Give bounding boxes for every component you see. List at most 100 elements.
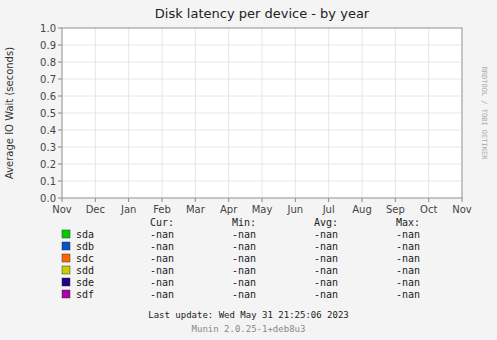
y-tick-label: 0.7 (40, 74, 56, 85)
legend-label: sdc (76, 253, 94, 264)
tick-mark (58, 62, 62, 63)
grid-line (128, 28, 129, 198)
grid (62, 28, 462, 198)
side-text: RRDTOOL / TOBI OETIKER (480, 67, 488, 161)
x-tick-label: May (252, 204, 273, 215)
y-tick-label: 0.9 (40, 40, 56, 51)
legend-value: -nan (232, 289, 256, 300)
legend-label: sde (76, 277, 94, 288)
tick-mark (262, 198, 263, 202)
grid-line (95, 28, 96, 198)
tick-mark (295, 198, 296, 202)
legend-label: sdf (76, 289, 94, 300)
x-tick-label: Sep (386, 204, 405, 215)
legend-value: -nan (396, 277, 420, 288)
y-tick-label: 0.8 (40, 57, 56, 68)
legend-swatch (62, 290, 70, 298)
legend-value: -nan (232, 241, 256, 252)
tick-mark (58, 130, 62, 131)
y-tick-label: 0.5 (40, 108, 56, 119)
tick-mark (58, 147, 62, 148)
legend-value: -nan (314, 289, 338, 300)
y-tick-label: 0.4 (40, 125, 56, 136)
x-tick-label: Oct (420, 204, 437, 215)
tick-mark (195, 198, 196, 202)
x-tick-label: Feb (153, 204, 171, 215)
tick-mark (58, 181, 62, 182)
tick-mark (58, 164, 62, 165)
x-tick-label: Mar (186, 204, 206, 215)
grid-line (362, 28, 363, 198)
x-tick-label: Jun (287, 204, 304, 215)
legend-label: sda (76, 229, 94, 240)
grid-line (228, 28, 229, 198)
legend-value: -nan (232, 229, 256, 240)
legend-value: -nan (232, 265, 256, 276)
legend-label: sdd (76, 265, 94, 276)
tick-mark (328, 198, 329, 202)
legend-value: -nan (150, 289, 174, 300)
tick-mark (428, 198, 429, 202)
legend-swatch (62, 242, 70, 250)
legend-value: -nan (232, 277, 256, 288)
y-tick-label: 0.3 (40, 142, 56, 153)
legend-value: -nan (150, 241, 174, 252)
legend-value: -nan (150, 253, 174, 264)
x-tick-label: Nov (52, 204, 72, 215)
tick-mark (58, 79, 62, 80)
x-tick-label: Apr (220, 204, 238, 215)
legend-value: -nan (150, 229, 174, 240)
legend-value: -nan (396, 241, 420, 252)
grid-line (428, 28, 429, 198)
legend-value: -nan (150, 265, 174, 276)
footer-text: Munin 2.0.25-1+deb8u3 (192, 324, 306, 334)
grid-line (162, 28, 163, 198)
grid-line (295, 28, 296, 198)
x-tick-label: Dec (86, 204, 105, 215)
chart: Disk latency per device - by yearAverage… (0, 0, 497, 340)
x-tick-label: Nov (452, 204, 472, 215)
legend-swatch (62, 266, 70, 274)
tick-mark (62, 198, 63, 202)
plot-area (62, 28, 462, 198)
y-tick-label: 0.0 (40, 193, 56, 204)
legend-value: -nan (314, 229, 338, 240)
tick-mark (228, 198, 229, 202)
legend-label: sdb (76, 241, 94, 252)
tick-mark (58, 113, 62, 114)
tick-mark (58, 198, 62, 199)
legend-swatch (62, 230, 70, 238)
tick-mark (162, 198, 163, 202)
title: Disk latency per device - by year (155, 6, 370, 21)
tick-mark (58, 96, 62, 97)
plot-frame (62, 28, 462, 198)
y-tick-label: 1.0 (40, 23, 56, 34)
x-tick-label: Aug (352, 204, 372, 215)
legend-header: Max: (396, 217, 420, 228)
tick-mark (95, 198, 96, 202)
tick-mark (362, 198, 363, 202)
tick-mark (58, 45, 62, 46)
legend-header: Avg: (314, 217, 338, 228)
background (0, 0, 497, 340)
legend-swatch (62, 254, 70, 262)
tick-mark (395, 198, 396, 202)
legend-value: -nan (150, 277, 174, 288)
legend-header: Cur: (150, 217, 174, 228)
legend-value: -nan (396, 253, 420, 264)
x-tick-label: Jul (322, 204, 335, 215)
legend-value: -nan (314, 241, 338, 252)
legend-value: -nan (314, 277, 338, 288)
grid-line (328, 28, 329, 198)
legend-value: -nan (396, 229, 420, 240)
footer-text: Last update: Wed May 31 21:25:06 2023 (148, 310, 348, 320)
x-tick-label: Jan (120, 204, 136, 215)
legend-value: -nan (314, 265, 338, 276)
y-tick-label: 0.6 (40, 91, 56, 102)
tick-mark (128, 198, 129, 202)
legend-value: -nan (396, 289, 420, 300)
grid-line (262, 28, 263, 198)
grid-line (195, 28, 196, 198)
y-tick-label: 0.2 (40, 159, 56, 170)
y-tick-label: 0.1 (40, 176, 56, 187)
